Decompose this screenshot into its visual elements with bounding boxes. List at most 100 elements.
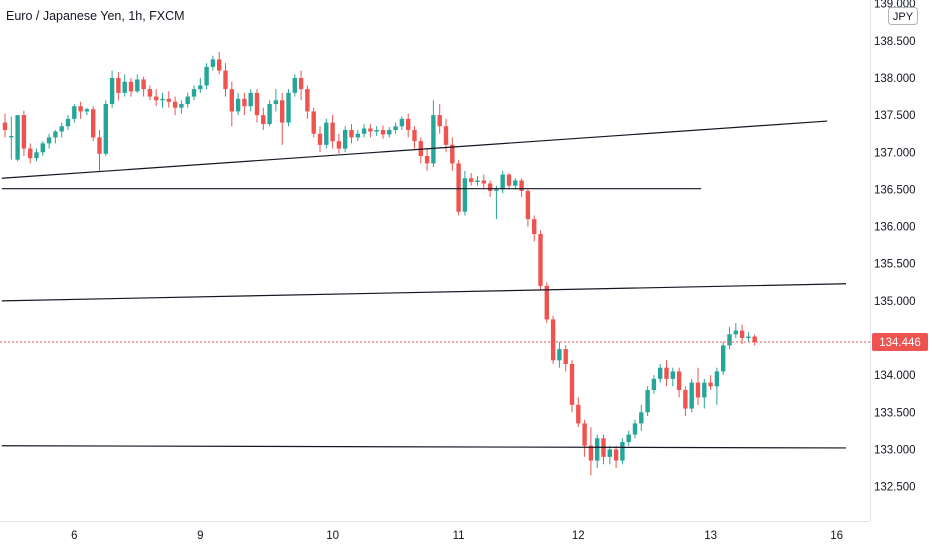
candle [349,124,354,144]
candle [280,92,285,145]
candle [525,189,531,227]
candle [683,386,688,416]
candle [651,375,657,394]
candle [752,334,757,346]
candle [28,143,33,164]
candle [664,360,669,387]
candle [456,159,461,216]
x-axis[interactable]: 6 9 10 11 12 13 16 [71,530,843,542]
trendlines-layer [1,120,847,449]
candle-body [21,115,27,149]
candle [494,185,499,220]
candle [658,364,663,383]
candle-body [494,189,499,191]
candle [84,107,90,116]
trendline[interactable] [1,120,828,179]
candle [361,124,367,138]
candle [198,78,203,93]
candle [462,170,468,216]
candle [317,126,323,153]
candle-body [714,371,720,387]
candle-body [721,345,726,372]
candle [601,434,606,465]
candle-body [462,178,468,212]
candle-body [727,334,732,346]
candle-body [166,98,171,102]
candle-body [607,449,612,457]
candle [78,101,83,119]
candle [154,89,159,107]
candle [399,116,405,130]
candle [292,74,297,97]
candle-body [160,98,165,101]
candle [273,89,279,112]
candle-body [689,382,694,409]
candle-body [330,122,335,142]
candle-body [708,382,713,387]
candle [21,110,27,156]
candle-body [361,128,367,134]
candle-body [59,126,64,132]
y-tick-label: 137.000 [874,147,916,159]
currency-badge: JPY [888,7,918,25]
candle-body [626,434,631,442]
x-tick-label: 13 [704,530,717,542]
candle [733,323,738,338]
trendline[interactable] [1,445,847,449]
candle-body [349,130,354,138]
candle [727,326,732,350]
candle [217,52,222,75]
x-tick-label: 9 [197,530,203,542]
candle-body [456,163,461,212]
candle [450,137,455,171]
y-axis[interactable]: 132.500133.000133.500134.000134.500135.0… [874,0,916,494]
candle-body [532,219,537,234]
candle-body [563,349,568,364]
y-tick-label: 133.000 [874,444,916,456]
candle [46,133,52,149]
candle [229,81,234,127]
candle [261,107,266,130]
y-tick-label: 139.000 [874,0,916,11]
candle-body [9,135,14,138]
x-tick-label: 12 [572,530,585,542]
candle-body [128,81,134,92]
candle [714,367,720,405]
candle-body [670,371,675,379]
candle [519,178,524,197]
candle [620,438,625,465]
candle-body [538,234,543,286]
candle [670,367,675,387]
candle [336,133,342,154]
candle [97,130,102,171]
candle-body [204,66,209,86]
candle-body [544,286,549,320]
candle-body [179,104,184,108]
candle [532,215,537,242]
candle-body [147,89,153,97]
candle [708,375,713,390]
candle-body [676,371,682,390]
candle-body [399,118,405,127]
candle [343,126,348,153]
trendline[interactable] [1,283,847,302]
candle [613,445,619,468]
candle [355,130,360,142]
candle-body [235,98,241,112]
candle-body [639,412,644,424]
candle-body [154,96,159,101]
candle [645,386,650,416]
candle [557,341,562,368]
candle-body [406,118,411,130]
candle-body [191,89,197,97]
candle-body [229,89,234,112]
candle-body [261,115,266,125]
candle-body [695,382,701,398]
candle [626,430,631,446]
candle [242,92,247,116]
candle-body [588,445,594,461]
candle [210,55,216,71]
candle [695,367,701,405]
candle-body [34,152,39,159]
